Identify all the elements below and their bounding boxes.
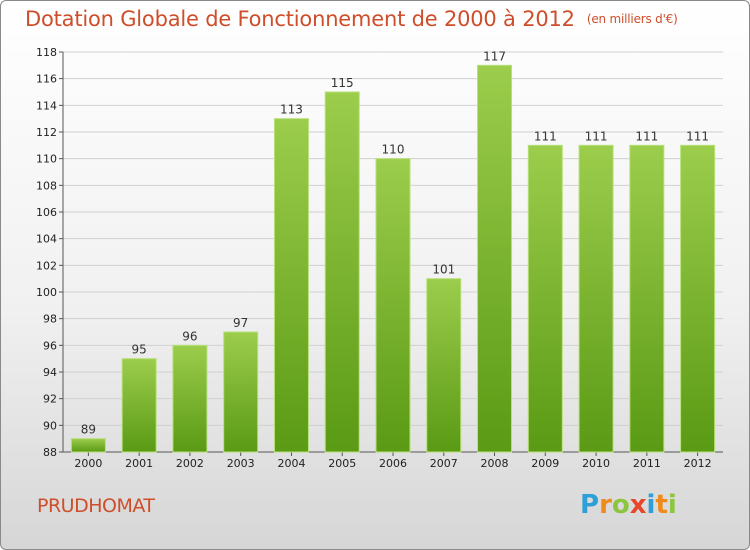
y-tick-label: 118 xyxy=(36,46,57,59)
x-tick-label: 2003 xyxy=(227,457,255,470)
data-label: 95 xyxy=(132,343,147,357)
data-label: 111 xyxy=(686,129,709,143)
bar xyxy=(70,438,106,453)
data-label: 111 xyxy=(534,129,557,143)
data-label: 96 xyxy=(182,329,197,343)
bar xyxy=(426,278,462,453)
x-tick-label: 2001 xyxy=(125,457,153,470)
y-tick-label: 90 xyxy=(43,419,57,432)
data-label: 97 xyxy=(233,316,248,330)
logo-letter: x xyxy=(629,490,647,520)
chart-title: Dotation Globale de Fonctionnement de 20… xyxy=(25,7,678,31)
bar xyxy=(324,91,360,453)
y-tick-label: 104 xyxy=(36,233,57,246)
y-tick-label: 102 xyxy=(36,259,57,272)
y-tick-label: 106 xyxy=(36,206,57,219)
data-label: 89 xyxy=(81,423,96,437)
x-tick-label: 2005 xyxy=(328,457,356,470)
bar xyxy=(477,64,513,453)
y-tick-label: 94 xyxy=(43,366,57,379)
x-tick-label: 2007 xyxy=(430,457,458,470)
y-tick-label: 116 xyxy=(36,73,57,86)
commune-name: PRUDHOMAT xyxy=(37,495,155,517)
data-label: 113 xyxy=(280,103,303,117)
bar xyxy=(527,144,563,453)
x-tick-label: 2010 xyxy=(582,457,610,470)
data-labels: 89 95 96 97 113 115 110 101 117 111 111 111 111 xyxy=(81,49,709,436)
x-tick-labels: 2000 2001 2002 2003 2004 2005 2006 2007 2008 2009… xyxy=(74,457,711,470)
chart-subtitle: (en milliers d'€) xyxy=(586,12,678,26)
x-tick-label: 2011 xyxy=(633,457,661,470)
bar xyxy=(375,158,411,453)
data-label: 111 xyxy=(635,129,658,143)
x-tick-label: 2006 xyxy=(379,457,407,470)
data-label: 111 xyxy=(585,129,608,143)
y-tick-label: 92 xyxy=(43,393,57,406)
bar xyxy=(223,331,259,453)
bar xyxy=(273,118,309,453)
x-tick-label: 2009 xyxy=(531,457,559,470)
bar xyxy=(172,344,208,453)
y-tick-label: 88 xyxy=(43,446,57,459)
bar xyxy=(578,144,614,453)
x-tick-label: 2000 xyxy=(74,457,102,470)
x-tick-label: 2012 xyxy=(684,457,712,470)
logo-letter: P xyxy=(580,490,600,520)
logo-letter: o xyxy=(611,490,630,520)
data-label: 101 xyxy=(432,263,455,277)
y-tick-label: 112 xyxy=(36,126,57,139)
logo-letter: r xyxy=(599,490,612,520)
y-tick-label: 110 xyxy=(36,153,57,166)
y-tick-label: 108 xyxy=(36,179,57,192)
bar xyxy=(629,144,665,453)
y-tick-label: 98 xyxy=(43,313,57,326)
bars xyxy=(70,64,716,453)
y-tick-label: 96 xyxy=(43,339,57,352)
logo-letter: i xyxy=(667,490,677,520)
y-tick-labels: 88 90 92 94 96 98 100 102 104 106 108 110 112 114 116 1… xyxy=(36,46,57,459)
y-tick-label: 100 xyxy=(36,286,57,299)
data-label: 117 xyxy=(483,49,506,63)
logo-letter: t xyxy=(655,490,668,520)
title-text: Dotation Globale de Fonctionnement de 20… xyxy=(25,7,575,31)
proxiti-logo: Proxiti xyxy=(580,490,677,520)
logo-letter: i xyxy=(646,490,656,520)
x-tick-label: 2004 xyxy=(277,457,305,470)
x-tick-label: 2002 xyxy=(176,457,204,470)
y-tick-label: 114 xyxy=(36,99,57,112)
bar xyxy=(121,358,157,453)
data-label: 110 xyxy=(382,143,405,157)
bar xyxy=(680,144,716,453)
data-label: 115 xyxy=(331,76,354,90)
x-tick-label: 2008 xyxy=(481,457,509,470)
